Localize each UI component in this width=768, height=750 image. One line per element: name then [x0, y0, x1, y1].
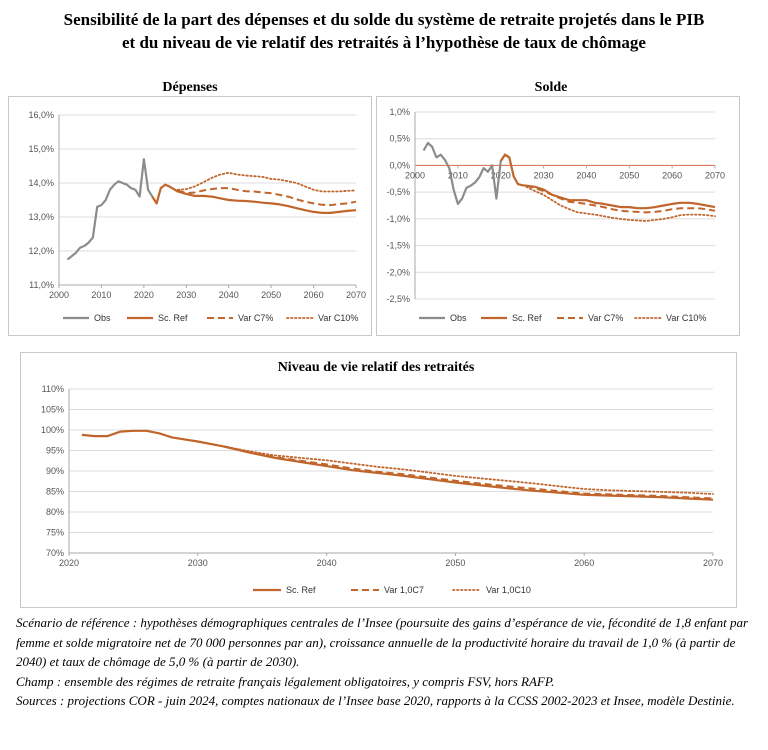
- depenses-chart-panel: Dépenses 11,0% 12,0% 13,0% 14,0% 15,0% 16,0% 20…: [8, 80, 372, 336]
- figure-title: Sensibilité de la part des dépenses et d…: [0, 8, 768, 54]
- legend-label: Sc. Ref: [158, 313, 188, 323]
- y-tick-label: 105%: [41, 405, 64, 415]
- x-tick-label: 2050: [445, 558, 465, 568]
- note-champ: Champ : ensemble des régimes de retraite…: [16, 673, 555, 689]
- y-tick-label: 75%: [46, 528, 64, 538]
- legend-label: Obs: [94, 313, 111, 323]
- legend-label: Var C7%: [238, 313, 273, 323]
- x-tick-label: 2000: [405, 170, 425, 180]
- x-tick-label: 2070: [705, 170, 725, 180]
- y-tick-label: 1,0%: [389, 107, 410, 117]
- solde-chart-panel: Solde 1,0% 0,5% 0,0% -0,5% -1,0% -1,5% -2,0% -2,…: [376, 80, 740, 336]
- note-scenario: Scénario de référence : hypothèses démog…: [16, 615, 749, 670]
- series-line-obs: [66, 158, 154, 261]
- legend-label: Var C10%: [666, 313, 706, 323]
- y-tick-label: 110%: [42, 384, 64, 394]
- legend-item: Var C7%: [207, 313, 273, 323]
- y-tick-label: 11,0%: [29, 280, 54, 290]
- x-tick-label: 2070: [703, 558, 723, 568]
- y-tick-label: -1,5%: [386, 241, 410, 251]
- legend-item: Sc. Ref: [481, 313, 542, 323]
- x-tick-label: 2040: [317, 558, 337, 568]
- y-tick-label: -2,0%: [386, 267, 410, 277]
- series-line-sc-ref: [151, 183, 357, 215]
- depenses-chart: Dépenses 11,0% 12,0% 13,0% 14,0% 15,0% 16,0% 20…: [28, 80, 366, 323]
- legend-item: Obs: [419, 313, 467, 323]
- y-tick-label: -0,5%: [386, 187, 410, 197]
- chart-title: Niveau de vie relatif des retraités: [278, 360, 475, 375]
- x-tick-label: 2010: [91, 290, 111, 300]
- legend-item: Var C10%: [286, 313, 358, 323]
- y-tick-label: 13,0%: [28, 212, 54, 222]
- chart-title: Solde: [535, 80, 568, 95]
- series-line-obs: [422, 141, 510, 206]
- legend-label: Var 1,0C10: [486, 585, 531, 595]
- x-tick-label: 2050: [619, 170, 639, 180]
- y-tick-label: 100%: [41, 425, 64, 435]
- legend-item: Obs: [63, 313, 111, 323]
- x-tick-label: 2030: [188, 558, 208, 568]
- legend-item: Sc. Ref: [127, 313, 188, 323]
- legend-item: Sc. Ref: [253, 585, 316, 595]
- legend-label: Sc. Ref: [286, 585, 316, 595]
- y-tick-label: 0,5%: [389, 134, 410, 144]
- figure-title-line-2: et du niveau de vie relatif des retraité…: [122, 33, 646, 52]
- series-line-var-c10-: [525, 185, 716, 222]
- y-tick-label: 16,0%: [28, 110, 54, 120]
- y-tick-label: 90%: [46, 466, 64, 476]
- series-line-sc-ref: [81, 429, 714, 501]
- series-line-var-c7-: [526, 184, 716, 214]
- y-tick-label: 80%: [46, 507, 64, 517]
- legend-item: Var C7%: [557, 313, 623, 323]
- y-tick-label: 85%: [46, 487, 64, 497]
- x-tick-label: 2030: [176, 290, 196, 300]
- x-tick-label: 2030: [534, 170, 554, 180]
- legend-item: Var 1,0C7: [351, 585, 424, 595]
- y-tick-label: 95%: [46, 446, 64, 456]
- x-tick-label: 2020: [491, 170, 511, 180]
- legend-item: Var C10%: [634, 313, 706, 323]
- y-tick-label: -2,5%: [386, 294, 410, 304]
- note-sources: Sources : projections COR - juin 2024, c…: [16, 693, 735, 709]
- series-line-sc-ref: [499, 153, 716, 210]
- legend-label: Sc. Ref: [512, 313, 542, 323]
- x-tick-label: 2060: [662, 170, 682, 180]
- legend-label: Var 1,0C7: [384, 585, 424, 595]
- x-tick-label: 2060: [574, 558, 594, 568]
- y-tick-label: 70%: [46, 548, 64, 558]
- legend-label: Var C7%: [588, 313, 623, 323]
- x-tick-label: 2070: [346, 290, 366, 300]
- figure-title-line-1: Sensibilité de la part des dépenses et d…: [63, 10, 705, 29]
- y-tick-label: -1,0%: [386, 214, 410, 224]
- x-tick-label: 2040: [576, 170, 596, 180]
- series-line-var-c10-: [176, 171, 357, 193]
- legend-item: Var 1,0C10: [452, 585, 531, 595]
- y-tick-label: 0,0%: [389, 160, 410, 170]
- y-tick-label: 12,0%: [28, 246, 54, 256]
- x-tick-label: 2020: [134, 290, 154, 300]
- x-tick-label: 2010: [448, 170, 468, 180]
- legend-label: Obs: [450, 313, 467, 323]
- chart-title: Dépenses: [162, 80, 218, 95]
- x-tick-label: 2050: [261, 290, 281, 300]
- x-tick-label: 2040: [219, 290, 239, 300]
- legend-label: Var C10%: [318, 313, 358, 323]
- y-tick-label: 14,0%: [28, 178, 54, 188]
- figure-notes: Scénario de référence : hypothèses démog…: [16, 613, 756, 711]
- series-line-var-1-0c10: [222, 445, 714, 495]
- x-tick-label: 2060: [304, 290, 324, 300]
- x-tick-label: 2000: [49, 290, 69, 300]
- x-tick-label: 2020: [59, 558, 79, 568]
- niveau-de-vie-chart: Niveau de vie relatif des retraités 70% 75…: [41, 360, 723, 595]
- niveau-de-vie-chart-panel: Niveau de vie relatif des retraités 70% 75…: [20, 352, 737, 608]
- y-tick-label: 15,0%: [28, 144, 54, 154]
- series-line-var-1-0c7: [223, 445, 714, 500]
- series-line-var-c7-: [177, 187, 357, 207]
- solde-chart: Solde 1,0% 0,5% 0,0% -0,5% -1,0% -1,5% -2,0% -2,…: [386, 80, 725, 323]
